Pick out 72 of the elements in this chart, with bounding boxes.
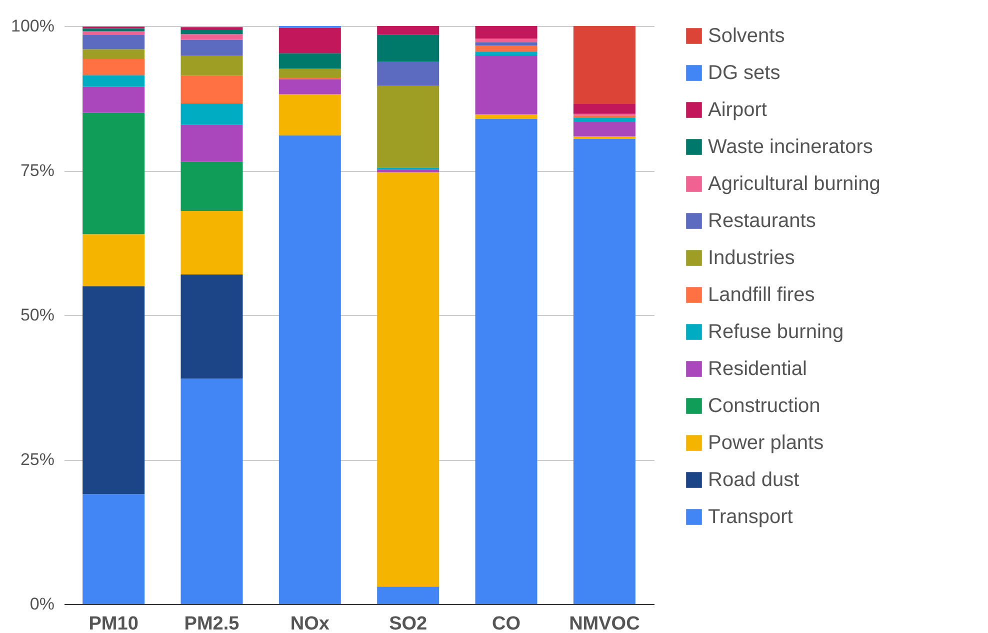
legend-label: Airport	[708, 99, 768, 121]
bar	[82, 86, 145, 113]
bar	[475, 26, 538, 39]
bar	[475, 114, 538, 120]
bar	[475, 51, 538, 56]
bar	[180, 30, 243, 34]
bar	[82, 34, 145, 50]
bar	[475, 119, 538, 604]
bar	[180, 55, 243, 76]
bar	[377, 172, 440, 587]
bar	[278, 79, 341, 94]
bar	[180, 274, 243, 379]
bar	[82, 286, 145, 494]
bar	[377, 26, 440, 35]
bar	[82, 49, 145, 59]
legend-label: Power plants	[708, 432, 824, 454]
legend-label: Road dust	[708, 469, 800, 491]
legend-label: Waste incinerators	[708, 136, 873, 158]
bar	[180, 103, 243, 125]
bar	[573, 138, 636, 604]
bar	[573, 104, 636, 114]
bar	[180, 378, 243, 604]
legend-label: DG sets	[708, 62, 780, 84]
bar	[180, 27, 243, 30]
bar	[573, 26, 636, 104]
legend-label: Restaurants	[708, 210, 816, 232]
bar	[278, 68, 341, 78]
bar	[180, 124, 243, 162]
bar	[82, 58, 145, 76]
bar	[377, 62, 440, 86]
bar	[82, 75, 145, 87]
x-tick-label: SO2	[389, 614, 428, 633]
bar	[278, 28, 341, 54]
bar	[180, 210, 243, 275]
x-tick-label: PM10	[88, 614, 138, 633]
legend-label: Residential	[708, 358, 807, 380]
bar	[377, 86, 440, 168]
y-tick-label: 25%	[20, 450, 54, 469]
x-tick-label: CO	[492, 614, 521, 633]
bar	[475, 42, 538, 46]
legend-label: Industries	[708, 247, 795, 269]
bar	[278, 135, 341, 604]
x-tick-label: NOx	[290, 614, 330, 633]
legend-label: Solvents	[708, 25, 785, 47]
legend-label: Transport	[708, 506, 794, 528]
bar	[573, 122, 636, 136]
bar	[278, 53, 341, 69]
bar	[573, 117, 636, 122]
bar	[278, 94, 341, 136]
bar	[180, 162, 243, 211]
legend-label: Landfill fires	[708, 284, 815, 306]
legend-label: Construction	[708, 395, 820, 417]
bar	[82, 31, 145, 35]
bar	[377, 34, 440, 62]
bar	[180, 34, 243, 40]
bar	[377, 586, 440, 604]
y-tick-label: 0%	[30, 594, 54, 614]
x-tick-label: PM2.5	[184, 614, 240, 633]
x-tick-label: NMVOC	[569, 614, 640, 633]
y-tick-label: 75%	[20, 161, 54, 180]
bar	[475, 38, 538, 42]
bar	[82, 112, 145, 234]
bar	[82, 234, 145, 286]
bar	[82, 494, 145, 604]
bar	[475, 46, 538, 52]
y-tick-label: 50%	[20, 306, 54, 324]
legend-label: Agricultural burning	[708, 173, 880, 195]
bar	[475, 55, 538, 114]
legend-label: Refuse burning	[708, 321, 844, 343]
bar	[180, 40, 243, 56]
bar	[180, 76, 243, 104]
y-tick-label: 100%	[11, 16, 54, 36]
